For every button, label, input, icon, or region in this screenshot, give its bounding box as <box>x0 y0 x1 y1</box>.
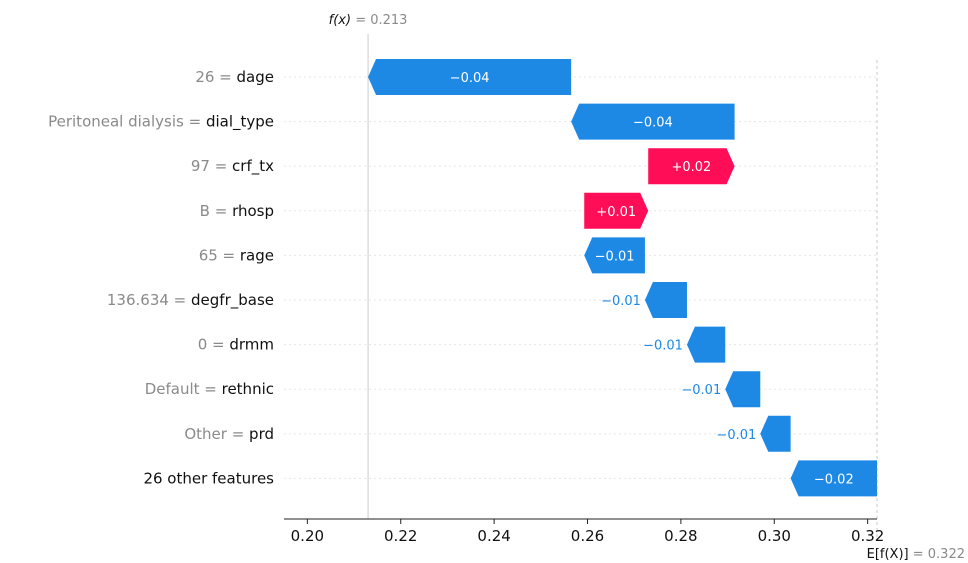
feature-name: crf_tx <box>232 157 274 176</box>
bar-value-label: −0.01 <box>643 339 683 354</box>
feature-name: rage <box>240 246 274 264</box>
feature-label: 97 = crf_tx <box>191 157 274 176</box>
x-tick-label: 0.32 <box>851 527 884 545</box>
reference-lines <box>367 34 878 541</box>
bar-value-label: +0.02 <box>671 160 711 175</box>
x-tick-label: 0.24 <box>477 527 510 545</box>
bar-dial_type <box>571 103 735 140</box>
fx-label: f(x) <box>329 13 351 28</box>
bar-dage <box>368 59 572 95</box>
bar-prd <box>760 415 791 452</box>
bar-rhosp <box>584 192 649 229</box>
feature-name: prd <box>249 425 274 443</box>
bar-value-label: −0.01 <box>601 294 641 309</box>
bar-rage <box>584 237 645 274</box>
fx-value: 0.213 <box>370 13 407 28</box>
feature-name: 26 other features <box>143 469 274 487</box>
bar-26-other-features <box>790 460 877 497</box>
feature-name: degfr_base <box>191 291 274 310</box>
bar-drmm <box>686 326 726 363</box>
ex-label: E[f(X)] <box>867 547 909 562</box>
feature-name: rethnic <box>222 380 274 398</box>
x-tick-label: 0.20 <box>291 527 324 545</box>
fx-annotation: f(x) = 0.213 <box>329 13 408 28</box>
x-tick-label: 0.30 <box>758 527 791 545</box>
feature-value: 26 = <box>195 68 236 86</box>
bar-degfr_base <box>644 282 687 318</box>
feature-label: 26 other features <box>143 469 274 487</box>
fx-equals: = <box>351 13 370 28</box>
bars: −0.04 −0.04 +0.02 +0.01 −0.01 −0.01 −0.01 −0.01… <box>368 59 877 497</box>
bar-value-label: −0.01 <box>681 383 721 398</box>
feature-value: 136.634 = <box>107 291 191 309</box>
x-tick-label: 0.22 <box>384 527 417 545</box>
bar-crf_tx <box>648 148 735 185</box>
bar-rethnic <box>725 371 761 408</box>
feature-name: dage <box>237 68 274 86</box>
feature-value: Other = <box>184 425 249 443</box>
ex-annotation: E[f(X)] = 0.322 <box>867 547 965 562</box>
feature-label: Peritoneal dialysis = dial_type <box>48 113 274 132</box>
ex-value: 0.322 <box>928 547 965 562</box>
bar-value-label: −0.02 <box>814 472 854 487</box>
feature-label: B = rhosp <box>200 202 274 220</box>
feature-value: 97 = <box>191 157 232 175</box>
feature-name: rhosp <box>232 202 274 220</box>
feature-label: Other = prd <box>184 425 274 443</box>
feature-label: 26 = dage <box>195 68 274 86</box>
bar-value-label: −0.04 <box>633 116 673 131</box>
feature-labels: 26 = dage Peritoneal dialysis = dial_type… <box>48 68 274 487</box>
x-axis: 0.20 0.22 0.24 0.26 0.28 0.30 0.32 <box>284 518 884 545</box>
feature-value: Peritoneal dialysis = <box>48 113 206 131</box>
feature-value: Default = <box>145 380 222 398</box>
ex-equals: = <box>909 547 928 562</box>
x-tick-label: 0.26 <box>571 527 604 545</box>
x-tick-label: 0.28 <box>664 527 697 545</box>
bar-value-label: −0.01 <box>595 249 635 264</box>
feature-label: 0 = drmm <box>198 336 274 354</box>
annotations: f(x) = 0.213 E[f(X)] = 0.322 <box>329 13 965 562</box>
feature-value: 0 = <box>198 336 230 354</box>
feature-label: 136.634 = degfr_base <box>107 291 274 310</box>
feature-value: B = <box>200 202 232 220</box>
feature-name: drmm <box>229 336 274 354</box>
feature-label: 65 = rage <box>199 246 274 264</box>
feature-value: 65 = <box>199 246 240 264</box>
feature-label: Default = rethnic <box>145 380 274 398</box>
bar-value-label: −0.01 <box>716 428 756 443</box>
bar-value-label: −0.04 <box>450 71 490 86</box>
feature-name: dial_type <box>206 113 274 132</box>
bar-value-label: +0.01 <box>596 205 636 220</box>
